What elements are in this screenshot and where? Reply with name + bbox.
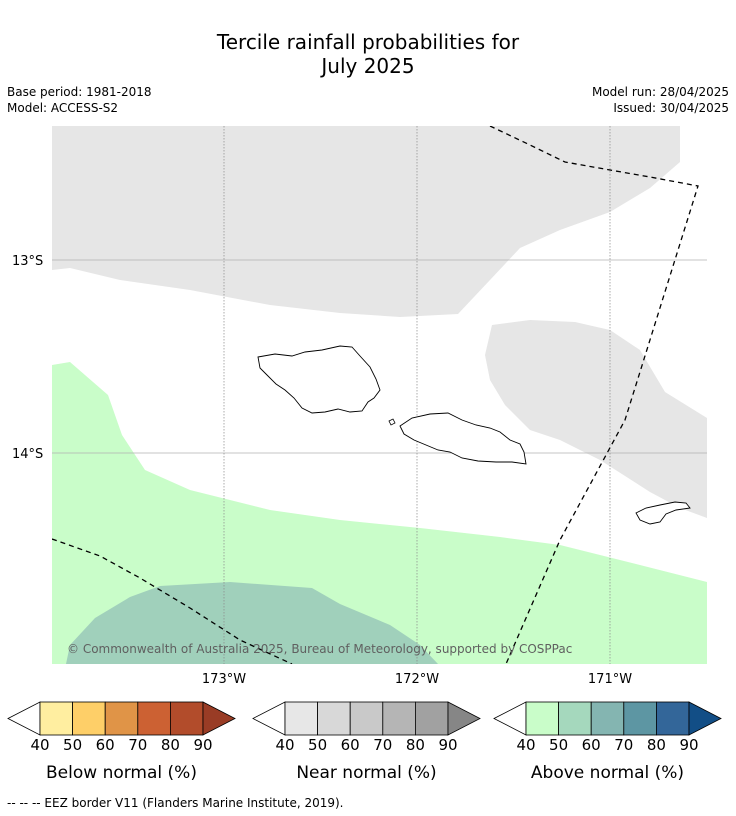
above-normal-legend-swatch bbox=[590, 701, 625, 736]
near-normal-legend-tick: 40 bbox=[275, 736, 294, 754]
above-normal-legend-swatch bbox=[623, 701, 657, 736]
island-tutuila bbox=[635, 501, 691, 525]
near-normal-region-east bbox=[485, 320, 707, 518]
meta-right: Model run: 28/04/2025 Issued: 30/04/2025 bbox=[592, 84, 729, 116]
island-manono bbox=[388, 418, 396, 426]
near-normal-legend-swatch bbox=[349, 701, 384, 736]
below-normal-legend-swatch bbox=[169, 701, 204, 736]
lon-label-172w: 172°W bbox=[395, 672, 439, 687]
near-normal-legend-swatch bbox=[382, 701, 416, 736]
near-normal-legend-tick: 80 bbox=[406, 736, 425, 754]
legends: 40 50 60 70 80 90 Below normal (%) 40 50 60 70 80 90… bbox=[7, 701, 722, 783]
base-period: Base period: 1981-2018 bbox=[7, 85, 152, 99]
below-normal-legend: 40 50 60 70 80 90 Below normal (%) bbox=[7, 701, 236, 783]
above-normal-legend-high-arrow bbox=[688, 701, 722, 736]
above-normal-legend: 40 50 60 70 80 90 Above normal (%) bbox=[493, 701, 722, 783]
below-normal-legend-tick: 70 bbox=[128, 736, 147, 754]
below-normal-legend-tick: 80 bbox=[161, 736, 180, 754]
meta-left: Base period: 1981-2018 Model: ACCESS-S2 bbox=[7, 84, 152, 116]
near-normal-legend-low-arrow bbox=[252, 701, 286, 736]
above-normal-legend-tick: 90 bbox=[679, 736, 698, 754]
map-area: © Commonwealth of Australia 2025, Bureau… bbox=[52, 126, 707, 664]
above-normal-legend-swatch bbox=[558, 701, 592, 736]
model-name: Model: ACCESS-S2 bbox=[7, 101, 119, 115]
below-normal-legend-tick: 60 bbox=[96, 736, 115, 754]
below-normal-legend-tick: 40 bbox=[30, 736, 49, 754]
near-normal-legend-tick: 70 bbox=[373, 736, 392, 754]
issued-date: Issued: 30/04/2025 bbox=[613, 101, 729, 115]
below-normal-legend-label: Below normal (%) bbox=[46, 763, 197, 783]
title-line-2: July 2025 bbox=[321, 54, 415, 78]
above-normal-legend-label: Above normal (%) bbox=[531, 763, 684, 783]
below-normal-legend-low-arrow bbox=[7, 701, 41, 736]
below-normal-legend-high-arrow bbox=[202, 701, 236, 736]
near-normal-legend-swatch bbox=[284, 701, 318, 736]
near-normal-legend-swatch bbox=[317, 701, 351, 736]
above-normal-legend-low-arrow bbox=[493, 701, 527, 736]
map-figure: © Commonwealth of Australia 2025, Bureau… bbox=[7, 126, 722, 783]
below-normal-legend-tick: 90 bbox=[193, 736, 212, 754]
copyright-notice: © Commonwealth of Australia 2025, Bureau… bbox=[67, 642, 572, 656]
above-normal-50-60-region bbox=[66, 582, 438, 664]
below-normal-legend-swatch bbox=[104, 701, 139, 736]
above-normal-legend-swatch bbox=[525, 701, 559, 736]
above-normal-legend-tick: 80 bbox=[647, 736, 666, 754]
near-normal-legend-label: Near normal (%) bbox=[296, 763, 436, 783]
lat-label-13s: 13°S bbox=[12, 254, 43, 269]
eez-border-north bbox=[489, 126, 699, 664]
near-normal-region-north bbox=[52, 126, 680, 317]
lat-label-14s: 14°S bbox=[12, 447, 43, 462]
island-upolu bbox=[399, 412, 527, 465]
below-normal-legend-swatch bbox=[39, 701, 73, 736]
near-normal-legend-high-arrow bbox=[447, 701, 481, 736]
title-line-1: Tercile rainfall probabilities for bbox=[216, 30, 520, 54]
page-title: Tercile rainfall probabilities for July … bbox=[0, 30, 736, 78]
eez-footnote: -- -- -- EEZ border V11 (Flanders Marine… bbox=[7, 796, 344, 810]
near-normal-legend-swatch bbox=[414, 701, 449, 736]
above-normal-legend-tick: 70 bbox=[614, 736, 633, 754]
above-normal-legend-tick: 40 bbox=[516, 736, 535, 754]
lon-label-173w: 173°W bbox=[202, 672, 246, 687]
above-normal-legend-tick: 50 bbox=[549, 736, 568, 754]
near-normal-legend-tick: 60 bbox=[341, 736, 360, 754]
near-normal-legend-tick: 50 bbox=[308, 736, 327, 754]
below-normal-legend-swatch bbox=[137, 701, 171, 736]
above-normal-legend-swatch bbox=[656, 701, 690, 736]
model-run: Model run: 28/04/2025 bbox=[591, 85, 729, 99]
gridlines bbox=[52, 126, 707, 664]
below-normal-legend-swatch bbox=[72, 701, 106, 736]
below-normal-legend-tick: 50 bbox=[63, 736, 82, 754]
near-normal-legend-tick: 90 bbox=[438, 736, 457, 754]
lon-label-171w: 171°W bbox=[588, 672, 632, 687]
above-normal-legend-tick: 60 bbox=[582, 736, 601, 754]
island-savaii bbox=[257, 345, 381, 414]
